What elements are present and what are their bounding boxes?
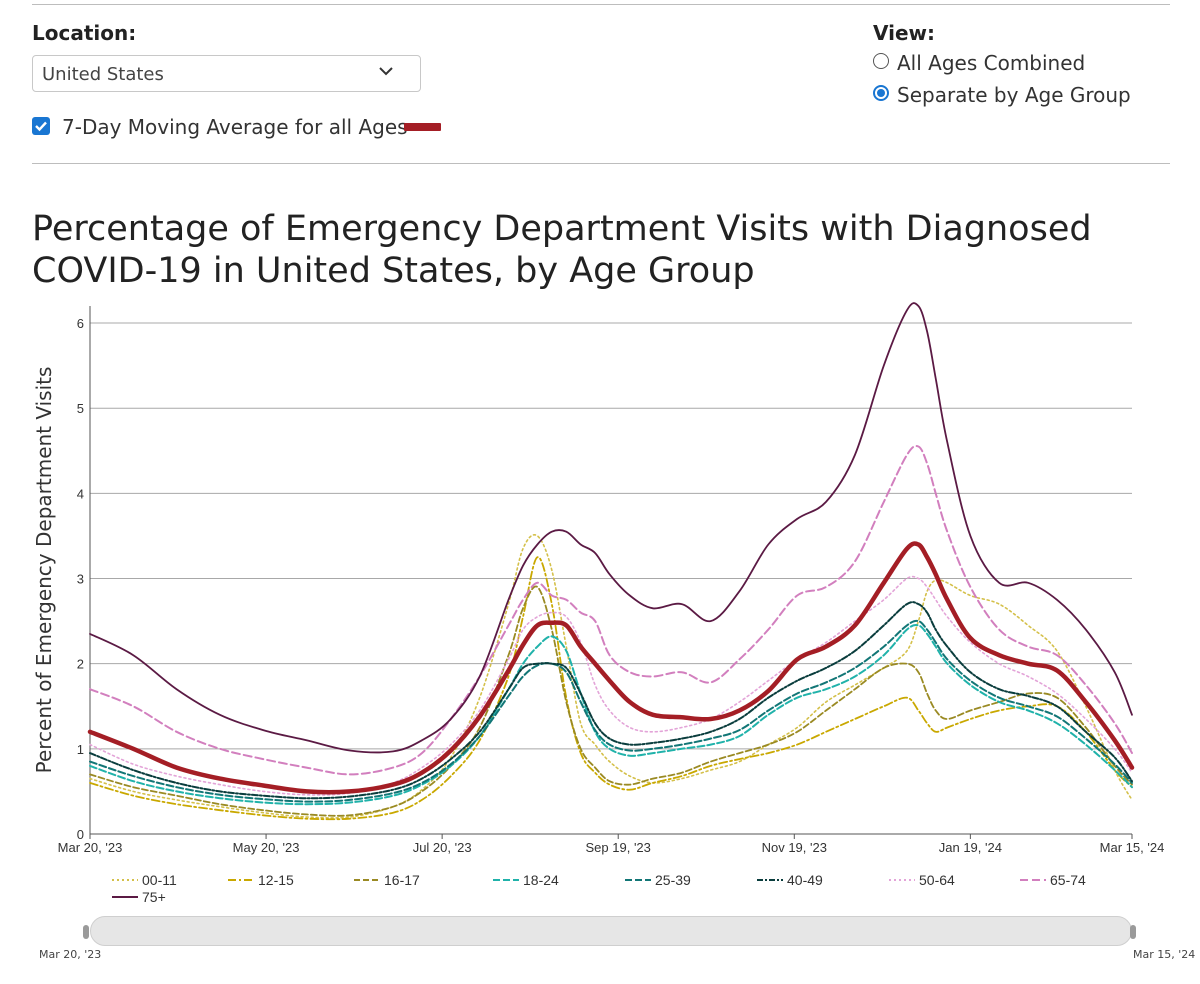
legend-label: 50-64 (919, 872, 955, 888)
controls-divider (32, 163, 1170, 164)
view-option-all-ages[interactable]: All Ages Combined (897, 51, 1086, 75)
y-tick-label: 5 (77, 401, 84, 416)
y-tick-label: 2 (77, 657, 84, 672)
view-label: View: (873, 21, 936, 45)
y-tick-label: 6 (77, 316, 84, 331)
x-tick-label: Mar 20, '23 (58, 840, 123, 855)
chart-title-line-1: Percentage of Emergency Department Visit… (32, 209, 1092, 249)
moving-average-checkbox[interactable] (32, 117, 50, 135)
range-selector-track[interactable] (90, 916, 1132, 946)
series-line-65-74 (89, 444, 1133, 776)
x-tick-label: Sep 19, '23 (586, 840, 651, 855)
y-axis-label: Percent of Emergency Department Visits (32, 367, 56, 774)
x-tick-label: Jan 19, '24 (939, 840, 1002, 855)
x-tick-label: May 20, '23 (233, 840, 300, 855)
location-select[interactable]: United States (32, 55, 421, 92)
chevron-down-icon (379, 67, 393, 76)
legend-label: 40-49 (787, 872, 823, 888)
legend-label: 12-15 (258, 872, 294, 888)
checkmark-icon (35, 121, 47, 132)
series-line-7-day-moving-average-for-all-ages (87, 541, 1135, 795)
range-end-date: Mar 15, '24 (1133, 948, 1196, 961)
chart-title: Percentage of Emergency Department Visit… (32, 208, 1132, 292)
top-divider (32, 4, 1170, 5)
moving-average-label: 7-Day Moving Average for all Ages (62, 115, 408, 139)
view-radio-all-ages[interactable] (873, 53, 889, 69)
series-line-75- (89, 302, 1133, 754)
location-label: Location: (32, 21, 137, 45)
legend-label: 25-39 (655, 872, 691, 888)
series-line-16-17 (89, 585, 1133, 817)
series-line-40-49 (89, 601, 1133, 800)
chart-title-line-2: COVID-19 in United States, by Age Group (32, 251, 755, 291)
legend-label: 75+ (142, 889, 166, 905)
view-option-by-age-group[interactable]: Separate by Age Group (897, 83, 1131, 107)
legend-label: 18-24 (523, 872, 559, 888)
y-tick-label: 1 (77, 742, 84, 757)
x-tick-label: Mar 15, '24 (1100, 840, 1165, 855)
x-tick-label: Nov 19, '23 (762, 840, 827, 855)
moving-average-swatch (404, 123, 441, 131)
location-selected-value: United States (42, 64, 164, 85)
legend-label: 00-11 (142, 872, 177, 888)
legend-label: 16-17 (384, 872, 420, 888)
view-radio-by-age-group[interactable] (873, 85, 889, 101)
series-line-12-15 (89, 556, 1133, 821)
y-tick-label: 4 (77, 486, 84, 501)
series-line-25-39 (89, 619, 1133, 803)
range-handle-end[interactable] (1130, 925, 1136, 939)
y-tick-label: 3 (77, 572, 84, 587)
y-tick-label: 0 (77, 827, 84, 842)
series-line-18-24 (89, 624, 1133, 806)
range-start-date: Mar 20, '23 (39, 948, 102, 961)
range-handle-start[interactable] (83, 925, 89, 939)
x-tick-label: Jul 20, '23 (413, 840, 472, 855)
legend-label: 65-74 (1050, 872, 1086, 888)
line-chart: 0 1 2 3 4 5 6 Mar 20, '23 May 20, '23 Jul 20, '23… (32, 302, 1165, 905)
